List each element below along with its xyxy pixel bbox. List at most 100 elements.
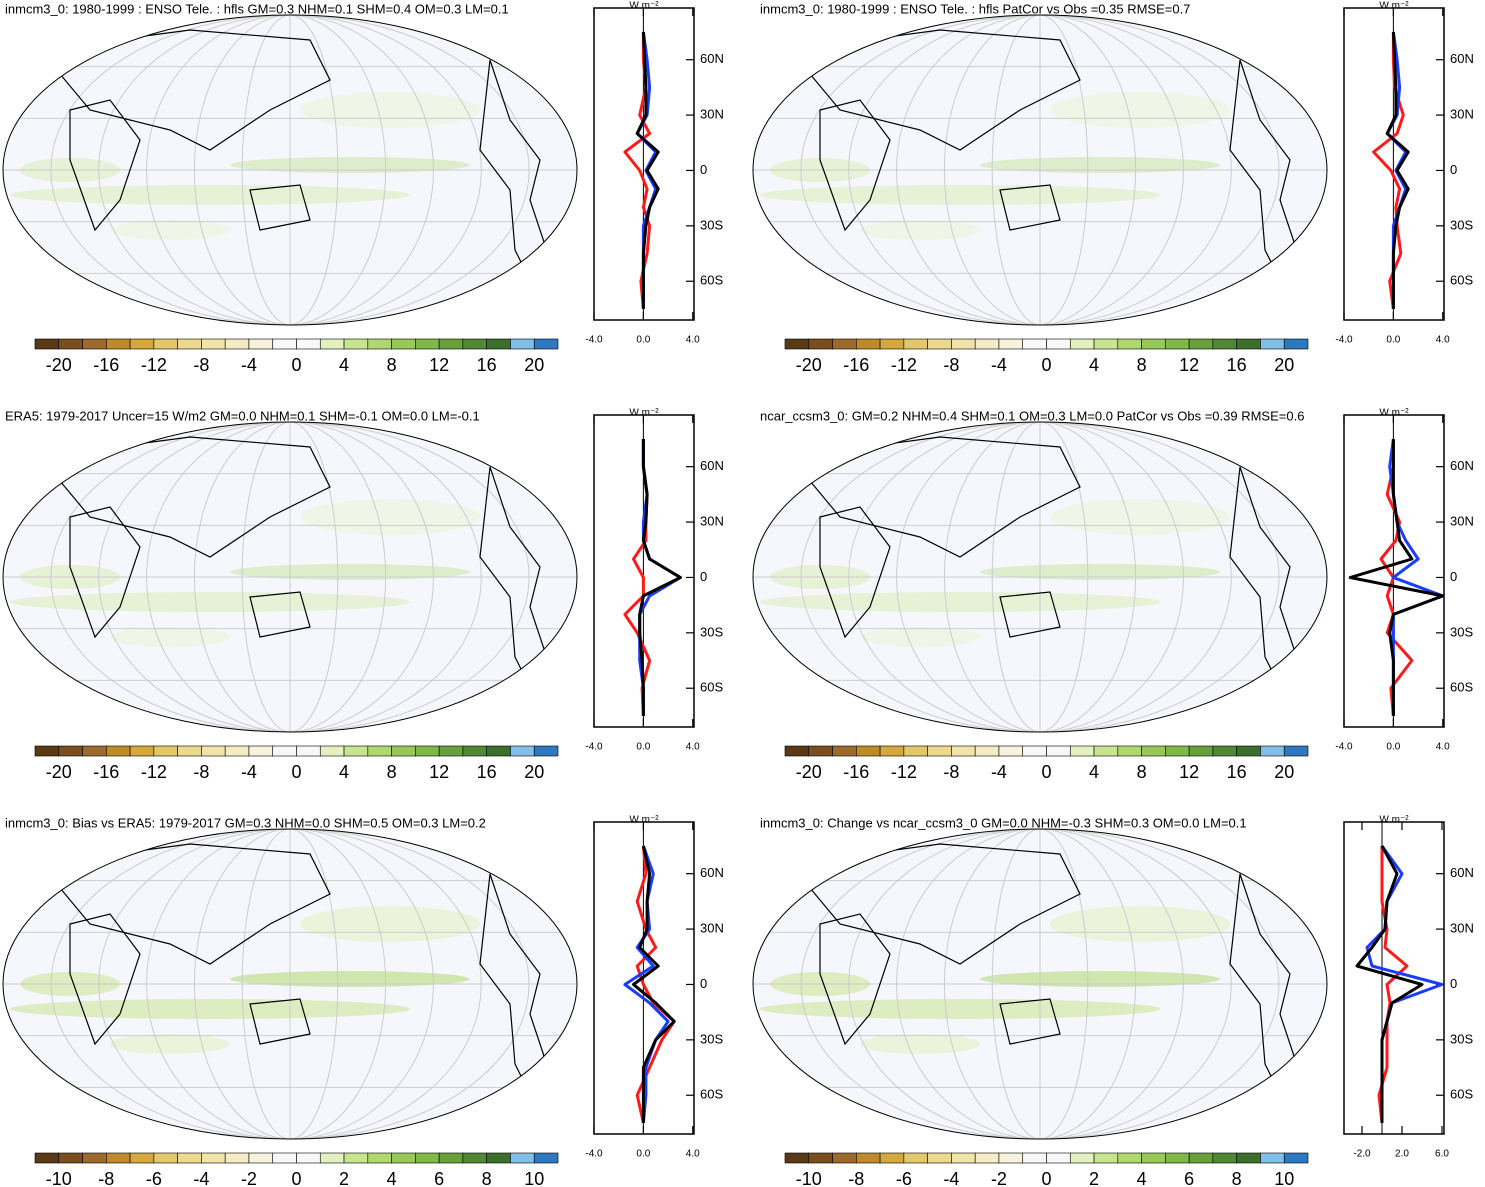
colorbar-box (1165, 338, 1190, 350)
y-tick-label: 60S (1450, 273, 1473, 288)
colorbar-label: -2 (991, 1169, 1007, 1187)
colorbar-box (248, 1152, 274, 1164)
profile-line (1388, 438, 1445, 716)
map-shading (10, 185, 410, 205)
colorbar-box (106, 1152, 131, 1164)
map-shading (860, 1034, 980, 1054)
x-tick-label: 4.0 (686, 1149, 700, 1160)
x-tick-label: 0.0 (636, 335, 650, 346)
colorbar-box (998, 338, 1024, 350)
profile-line (1355, 845, 1424, 1123)
colorbar-label: -20 (46, 355, 72, 375)
colorbar-label: -8 (193, 762, 209, 782)
colorbar-box (367, 338, 392, 350)
unit-label: W m⁻² (1379, 815, 1409, 826)
colorbar-label: 20 (524, 762, 544, 782)
colorbar-box (998, 745, 1024, 757)
x-tick-label: 4.0 (1436, 335, 1450, 346)
coastline (819, 99, 891, 232)
coastline (788, 843, 1081, 965)
unit-label: W m⁻² (1379, 1, 1409, 12)
panel-title: inmcm3_0: Bias vs ERA5: 1979-2017 GM=0.3… (5, 815, 486, 830)
map-shading (230, 564, 470, 580)
colorbar-box (129, 745, 155, 757)
colorbar-label: 4 (1089, 762, 1099, 782)
colorbar-box (856, 745, 881, 757)
map-border (2, 828, 578, 1140)
map-shading (110, 1034, 230, 1054)
coastline (69, 913, 141, 1046)
coastline (249, 998, 311, 1045)
map-shading (110, 627, 230, 647)
map-field (753, 829, 1327, 1139)
colorbar-box (1283, 338, 1309, 350)
colorbar-label: -4 (943, 1169, 959, 1187)
colorbar-box (1046, 338, 1071, 350)
profile-frame (593, 7, 695, 321)
coastline (38, 29, 331, 151)
y-tick-label: 0 (1450, 569, 1457, 584)
y-tick-label: 60S (700, 273, 723, 288)
map-field (3, 422, 577, 732)
colorbar-label: 8 (1232, 1169, 1242, 1187)
y-tick-label: 60N (700, 458, 724, 473)
colorbar-label: 20 (1274, 355, 1294, 375)
colorbar-label: -12 (891, 762, 917, 782)
colorbar-label: 6 (1184, 1169, 1194, 1187)
profile-line (635, 845, 676, 1124)
colorbar-box (784, 745, 810, 757)
colorbar-box (832, 338, 857, 350)
colorbar-box (1093, 338, 1119, 350)
colorbar-box (462, 338, 487, 350)
y-tick-label: 30S (700, 624, 723, 639)
colorbar-label: 0 (291, 1169, 301, 1187)
y-tick-label: 30S (700, 217, 723, 232)
colorbar-box (58, 1152, 83, 1164)
coastline (819, 913, 891, 1046)
x-tick-label: -4.0 (1335, 335, 1353, 346)
colorbar-box (832, 745, 857, 757)
colorbar-box (415, 745, 440, 757)
colorbar-label: 6 (434, 1169, 444, 1187)
colorbar-label: 4 (387, 1169, 397, 1187)
map-shading (300, 499, 480, 535)
colorbar-label: -20 (796, 355, 822, 375)
y-tick-label: 60N (700, 51, 724, 66)
colorbar-label: -8 (848, 1169, 864, 1187)
colorbar-box (391, 1152, 416, 1164)
colorbar-box (391, 338, 416, 350)
colorbar-label: 8 (482, 1169, 492, 1187)
colorbar-box (533, 338, 559, 350)
colorbar-box (974, 338, 1000, 350)
y-tick-label: 0 (1450, 162, 1457, 177)
colorbar-label: -4 (241, 762, 257, 782)
colorbar-box (808, 338, 833, 350)
colorbar-label: 12 (1179, 762, 1199, 782)
coastline (69, 506, 141, 639)
colorbar-box (486, 745, 511, 757)
colorbar-label: -20 (796, 762, 822, 782)
x-tick-label: -4.0 (1335, 742, 1353, 753)
colorbar-box (391, 745, 416, 757)
coastline (999, 591, 1061, 638)
y-tick-label: 0 (700, 976, 707, 991)
colorbar-label: 16 (1227, 355, 1247, 375)
profile-line (632, 845, 676, 1123)
colorbar-box (367, 745, 392, 757)
y-tick-label: 30S (1450, 624, 1473, 639)
colorbar-box (367, 1152, 392, 1164)
x-tick-label: 4.0 (686, 335, 700, 346)
map-border (752, 828, 1328, 1140)
colorbar-label: 8 (387, 355, 397, 375)
colorbar-box (1093, 1152, 1119, 1164)
colorbar-box (1022, 338, 1047, 350)
colorbar-label: -8 (98, 1169, 114, 1187)
colorbar-box (415, 338, 440, 350)
colorbar-box (153, 1152, 178, 1164)
colorbar-box (1236, 745, 1261, 757)
x-tick-label: 6.0 (1435, 1149, 1449, 1160)
colorbar-box (82, 745, 107, 757)
colorbar-label: -16 (843, 355, 869, 375)
colorbar-label: -4 (991, 762, 1007, 782)
unit-label: W m⁻² (629, 408, 659, 419)
